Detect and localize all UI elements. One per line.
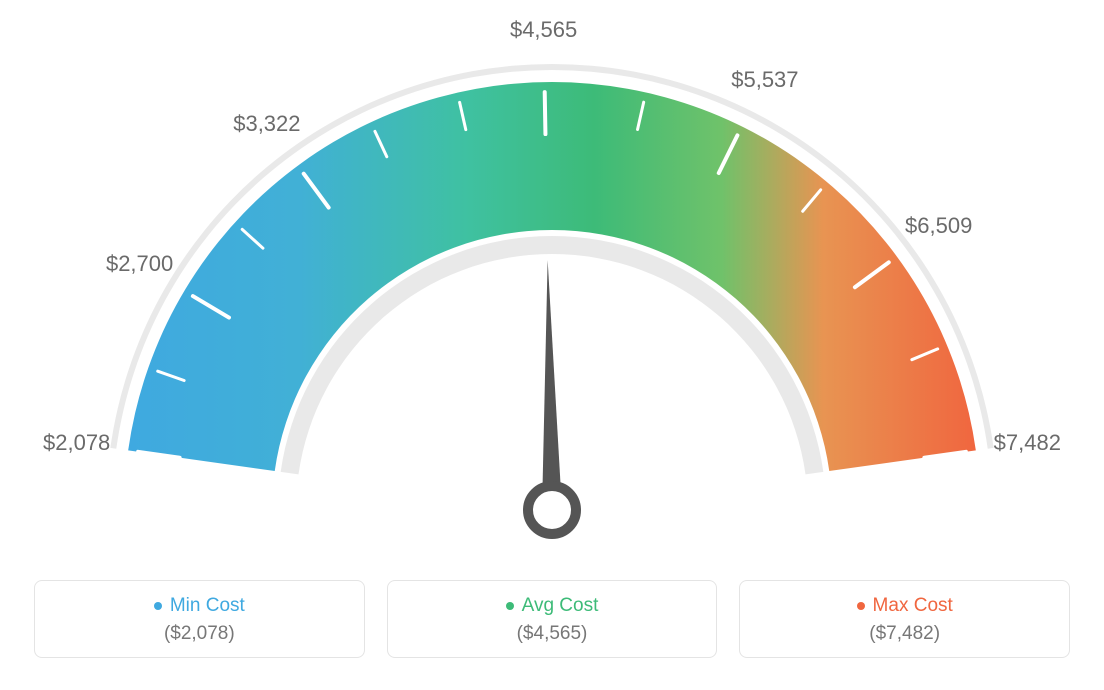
min-cost-title-row: Min Cost	[154, 595, 245, 617]
min-cost-title: Min Cost	[170, 595, 245, 617]
min-cost-dot	[154, 602, 162, 610]
gauge-tick-label: $3,322	[233, 111, 300, 137]
max-cost-title: Max Cost	[873, 595, 953, 617]
avg-cost-card: Avg Cost ($4,565)	[387, 580, 718, 658]
gauge-tick-label: $4,565	[510, 17, 577, 43]
avg-cost-dot	[506, 602, 514, 610]
max-cost-title-row: Max Cost	[857, 595, 953, 617]
gauge-tick-label: $6,509	[905, 213, 972, 239]
avg-cost-title: Avg Cost	[522, 595, 599, 617]
gauge-tick-label: $2,700	[106, 251, 173, 277]
min-cost-value: ($2,078)	[164, 623, 235, 645]
gauge-svg	[0, 0, 1104, 560]
max-cost-value: ($7,482)	[869, 623, 940, 645]
avg-cost-title-row: Avg Cost	[506, 595, 599, 617]
min-cost-card: Min Cost ($2,078)	[34, 580, 365, 658]
cost-cards-row: Min Cost ($2,078) Avg Cost ($4,565) Max …	[34, 580, 1070, 658]
max-cost-card: Max Cost ($7,482)	[739, 580, 1070, 658]
avg-cost-value: ($4,565)	[517, 623, 588, 645]
gauge-tick-label: $7,482	[994, 430, 1061, 456]
gauge-tick-label: $2,078	[43, 430, 110, 456]
max-cost-dot	[857, 602, 865, 610]
gauge-tick-label: $5,537	[731, 67, 798, 93]
gauge-chart: $2,078 $2,700 $3,322 $4,565 $5,537 $6,509 $7,4…	[0, 0, 1104, 560]
